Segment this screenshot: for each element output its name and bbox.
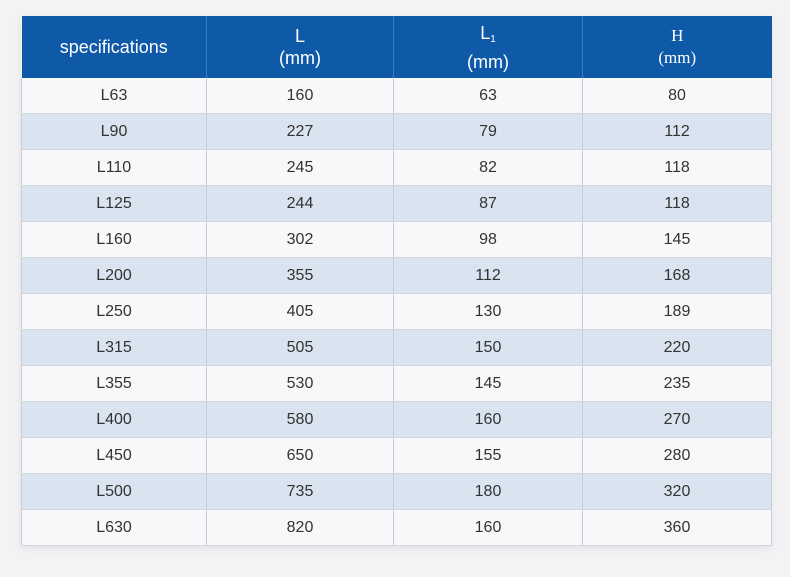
l1-cell: 87 <box>393 185 583 222</box>
l1-cell: 155 <box>393 437 583 474</box>
header-label: specifications <box>59 37 168 57</box>
spec-cell: L500 <box>21 473 207 510</box>
table-row: L110 245 82 118 <box>21 149 772 186</box>
h-cell: 118 <box>582 149 772 186</box>
header-label: H <box>671 26 684 45</box>
l1-cell: 160 <box>393 509 583 546</box>
spec-cell: L250 <box>21 293 207 330</box>
l1-cell: 130 <box>393 293 583 330</box>
h-cell: 189 <box>582 293 772 330</box>
h-cell: 112 <box>582 113 772 150</box>
l1-cell: 63 <box>393 78 583 114</box>
l-cell: 302 <box>206 221 394 258</box>
l1-cell: 145 <box>393 365 583 402</box>
spec-cell: L630 <box>21 509 207 546</box>
l-cell: 405 <box>206 293 394 330</box>
header-unit: (mm) <box>658 48 697 67</box>
l-cell: 244 <box>206 185 394 222</box>
l1-cell: 160 <box>393 401 583 438</box>
header-specifications: specifications <box>21 16 207 78</box>
l-cell: 227 <box>206 113 394 150</box>
table-row: L450 650 155 280 <box>21 437 772 474</box>
spec-cell: L63 <box>21 78 207 114</box>
l-cell: 505 <box>206 329 394 366</box>
spec-cell: L125 <box>21 185 207 222</box>
l1-cell: 112 <box>393 257 583 294</box>
table-row: L125 244 87 118 <box>21 185 772 222</box>
spec-cell: L450 <box>21 437 207 474</box>
header-label: L <box>480 22 491 43</box>
header-row: specifications L (mm) L1 (mm) H (mm) <box>21 16 772 78</box>
table-row: L160 302 98 145 <box>21 221 772 258</box>
table-row: L200 355 112 168 <box>21 257 772 294</box>
header-l1: L1 (mm) <box>393 16 583 78</box>
l1-cell: 82 <box>393 149 583 186</box>
l-cell: 580 <box>206 401 394 438</box>
h-cell: 320 <box>582 473 772 510</box>
header-h: H (mm) <box>582 16 772 78</box>
l-cell: 650 <box>206 437 394 474</box>
h-cell: 280 <box>582 437 772 474</box>
table-row: L63 160 63 80 <box>21 78 772 114</box>
l1-cell: 150 <box>393 329 583 366</box>
header-label-wrap: L1 <box>394 22 582 51</box>
table-row: L315 505 150 220 <box>21 329 772 366</box>
h-cell: 118 <box>582 185 772 222</box>
l-cell: 160 <box>206 78 394 114</box>
spec-cell: L160 <box>21 221 207 258</box>
h-cell: 220 <box>582 329 772 366</box>
table-row: L400 580 160 270 <box>21 401 772 438</box>
l-cell: 245 <box>206 149 394 186</box>
header-unit: (mm) <box>467 51 509 72</box>
l-cell: 355 <box>206 257 394 294</box>
table-row: L630 820 160 360 <box>21 509 772 546</box>
table-row: L250 405 130 189 <box>21 293 772 330</box>
h-cell: 235 <box>582 365 772 402</box>
h-cell: 168 <box>582 257 772 294</box>
spec-cell: L200 <box>21 257 207 294</box>
header-subscript: 1 <box>490 33 496 45</box>
table-body: L63 160 63 80 L90 227 79 112 L110 245 82 118 L125 244… <box>21 78 772 546</box>
spec-cell: L355 <box>21 365 207 402</box>
l-cell: 530 <box>206 365 394 402</box>
spec-cell: L110 <box>21 149 207 186</box>
l1-cell: 79 <box>393 113 583 150</box>
header-unit: (mm) <box>279 48 321 68</box>
table-header: specifications L (mm) L1 (mm) H (mm) <box>21 16 772 78</box>
spec-cell: L315 <box>21 329 207 366</box>
header-label: L <box>294 26 305 46</box>
spec-cell: L400 <box>21 401 207 438</box>
h-cell: 80 <box>582 78 772 114</box>
spec-table: specifications L (mm) L1 (mm) H (mm) <box>21 16 772 546</box>
h-cell: 360 <box>582 509 772 546</box>
l-cell: 820 <box>206 509 394 546</box>
table-row: L500 735 180 320 <box>21 473 772 510</box>
h-cell: 145 <box>582 221 772 258</box>
header-l: L (mm) <box>206 16 394 78</box>
table-row: L355 530 145 235 <box>21 365 772 402</box>
l-cell: 735 <box>206 473 394 510</box>
table-row: L90 227 79 112 <box>21 113 772 150</box>
l1-cell: 180 <box>393 473 583 510</box>
h-cell: 270 <box>582 401 772 438</box>
spec-cell: L90 <box>21 113 207 150</box>
spec-table-container: specifications L (mm) L1 (mm) H (mm) <box>21 16 772 546</box>
l1-cell: 98 <box>393 221 583 258</box>
